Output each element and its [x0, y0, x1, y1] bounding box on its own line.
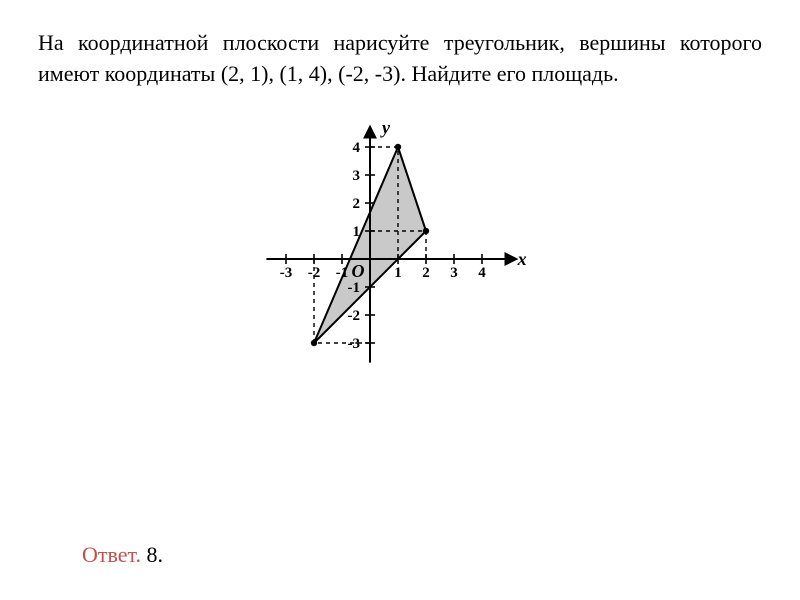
x-tick-label: 3 — [450, 265, 458, 281]
answer-value: 8. — [147, 542, 164, 567]
x-axis-label: x — [517, 249, 527, 269]
answer-block: Ответ. 8. — [82, 542, 163, 568]
y-tick-label: -1 — [348, 280, 361, 296]
x-tick-label: -2 — [308, 265, 321, 281]
y-tick-label: 2 — [353, 196, 361, 212]
coordinate-chart: -3 -2 -1 1 2 3 4 -3 -2 -1 1 2 3 4 Ox y — [240, 114, 560, 394]
problem-line-3: Найдите его площадь. — [411, 61, 618, 86]
y-tick-label: 3 — [353, 168, 361, 184]
page: На координатной плоскости нарисуйте треу… — [0, 0, 800, 600]
x-tick-label: 4 — [478, 265, 486, 281]
figure-container: -3 -2 -1 1 2 3 4 -3 -2 -1 1 2 3 4 Ox y — [38, 114, 762, 394]
x-tick-label: -1 — [336, 265, 349, 281]
problem-line-1: На координатной плоскости нарисуйте треу… — [38, 30, 565, 55]
vertex-marker — [423, 227, 429, 233]
problem-statement: На координатной плоскости нарисуйте треу… — [38, 28, 762, 90]
y-tick-label: -2 — [348, 308, 361, 324]
y-tick-label: 4 — [353, 140, 361, 156]
origin-label: O — [352, 261, 365, 281]
y-tick-label: -3 — [348, 336, 361, 352]
vertex-marker — [395, 143, 401, 149]
x-tick-label: -3 — [280, 265, 293, 281]
y-axis-label: y — [380, 117, 391, 137]
vertex-marker — [311, 339, 317, 345]
x-tick-label: 2 — [422, 265, 430, 281]
x-tick-label: 1 — [394, 265, 402, 281]
y-tick-label: 1 — [353, 224, 361, 240]
answer-label: Ответ. — [82, 542, 141, 567]
